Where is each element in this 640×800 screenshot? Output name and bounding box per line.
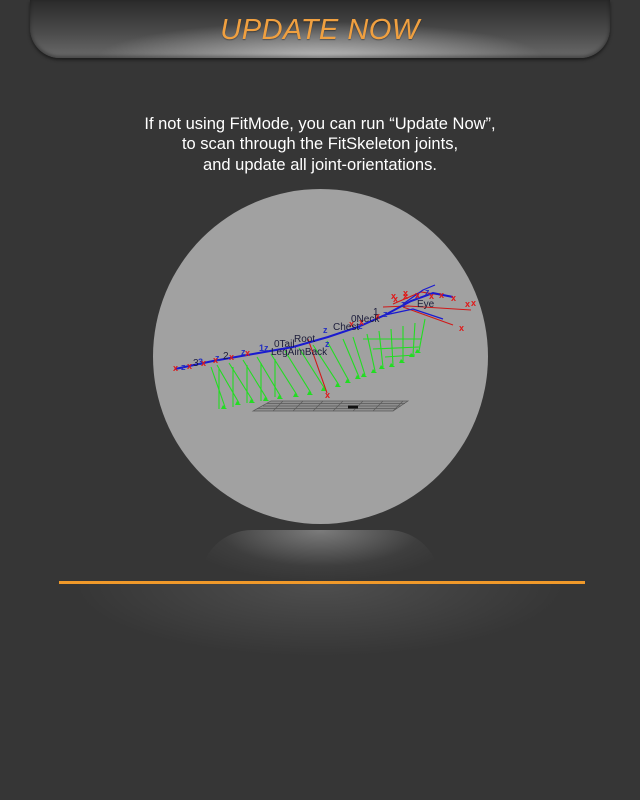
svg-text:x: x <box>459 323 464 333</box>
description-line-1: If not using FitMode, you can run “Updat… <box>144 115 496 133</box>
svg-text:z: z <box>215 353 220 363</box>
svg-text:3: 3 <box>198 357 203 367</box>
svg-text:z: z <box>241 347 246 357</box>
svg-text:x: x <box>213 355 218 365</box>
bone-chain <box>174 284 454 370</box>
svg-text:x: x <box>465 299 470 309</box>
svg-text:1z: 1z <box>259 343 269 353</box>
joint-label-root: Root <box>294 334 315 345</box>
svg-text:x: x <box>429 291 434 301</box>
description-line-2: to scan through the FitSkeleton joints, <box>181 135 459 153</box>
joint-label-tail: 0Tail <box>274 339 295 350</box>
axis-letters: z 3 z z 1z z z z z z z z <box>181 287 430 372</box>
joint-label-1: 1 <box>373 307 379 318</box>
svg-text:x: x <box>451 293 456 303</box>
svg-text:x: x <box>359 317 364 327</box>
footer-glow <box>40 584 600 714</box>
skeleton-illustration: z 3 z z 1z z z z z z z z x x x x x x x x… <box>173 284 476 412</box>
svg-text:z: z <box>358 321 363 331</box>
joint-label-eye: Eye <box>417 299 435 310</box>
svg-text:x: x <box>391 291 396 301</box>
joint-label-legaimback: LegAimBack <box>271 347 328 358</box>
svg-text:x: x <box>471 298 476 308</box>
orange-divider <box>59 581 585 584</box>
svg-text:x: x <box>393 294 398 304</box>
svg-text:x: x <box>403 291 408 301</box>
svg-text:x: x <box>173 363 178 373</box>
svg-text:z: z <box>383 309 388 319</box>
svg-text:z: z <box>325 339 330 349</box>
ground-grid <box>251 400 410 412</box>
svg-text:z: z <box>415 291 420 301</box>
red-bones <box>307 291 472 394</box>
aim-vectors <box>210 318 426 409</box>
joint-label-2: 2 <box>223 351 229 362</box>
svg-text:x: x <box>403 288 408 298</box>
svg-text:x: x <box>439 290 444 300</box>
svg-text:z: z <box>401 299 406 309</box>
svg-text:z: z <box>181 362 186 372</box>
page-title: UPDATE NOW <box>220 14 420 46</box>
joint-label-3: 3 <box>193 358 199 369</box>
svg-text:z: z <box>425 287 430 297</box>
description-line-3: and update all joint-orientations. <box>203 156 437 174</box>
svg-text:x: x <box>245 348 250 358</box>
svg-text:x: x <box>201 358 206 368</box>
svg-text:x: x <box>375 311 380 321</box>
svg-text:x: x <box>349 319 354 329</box>
joint-markers: x x x x x x x x x x x x x x x x x x x x … <box>173 288 476 400</box>
joint-label-chest: Chest <box>333 322 359 333</box>
svg-text:x: x <box>187 361 192 371</box>
reflection-highlight <box>200 530 440 582</box>
skeleton-viewport-image: z 3 z z 1z z z z z z z z x x x x x x x x… <box>153 189 488 524</box>
header-banner: UPDATE NOW <box>30 0 610 58</box>
svg-text:x: x <box>229 352 234 362</box>
svg-text:x: x <box>415 290 420 300</box>
svg-text:z: z <box>323 325 328 335</box>
joint-label-neck: 0Neck <box>351 314 380 325</box>
svg-text:x: x <box>325 390 330 400</box>
